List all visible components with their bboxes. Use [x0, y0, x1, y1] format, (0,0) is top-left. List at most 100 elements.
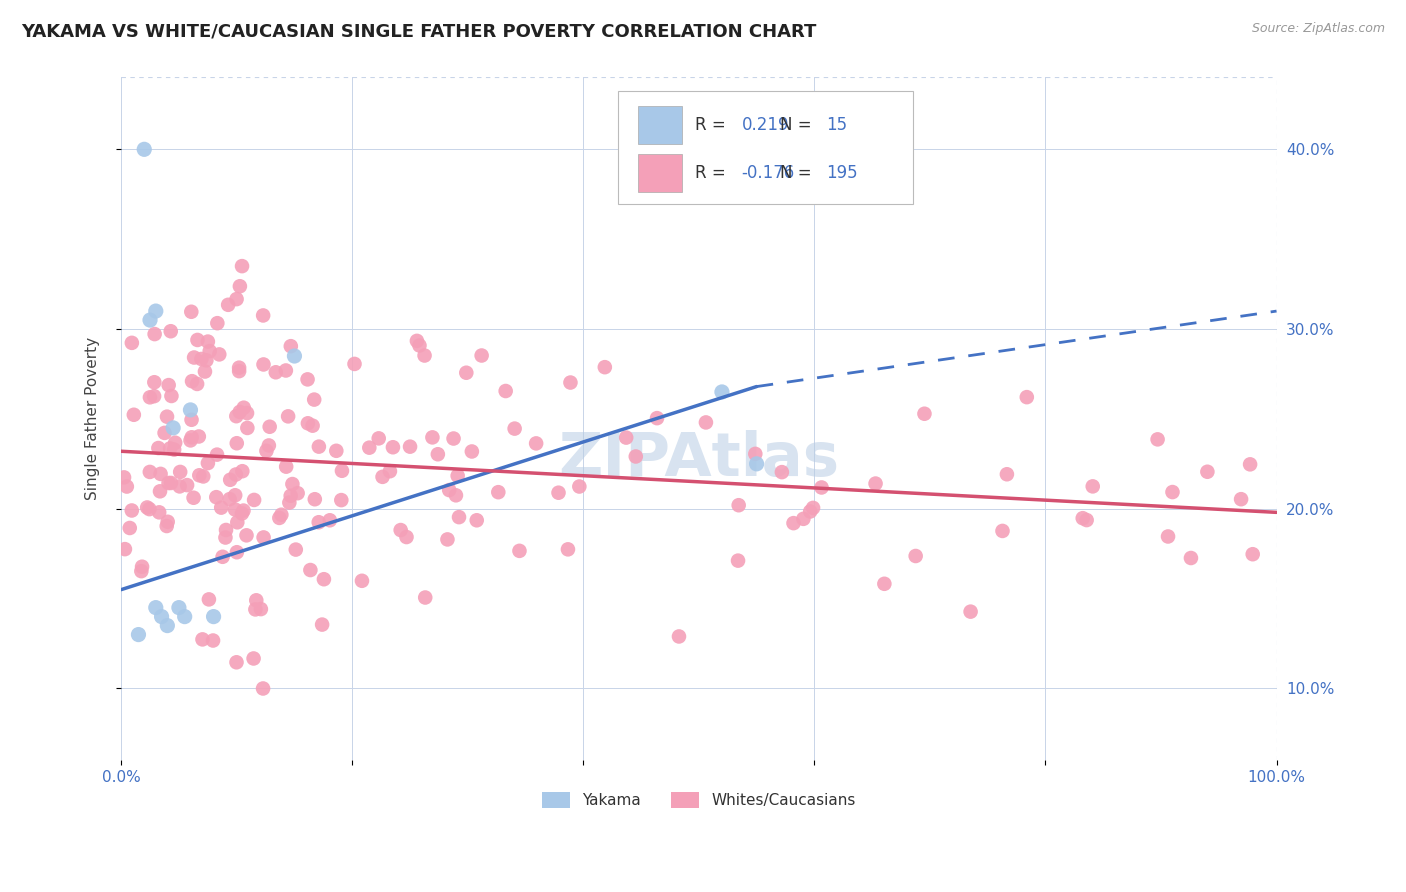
- Point: [236, 406, 259, 420]
- Point: [799, 504, 821, 518]
- Point: [198, 344, 221, 359]
- Point: [165, 435, 187, 450]
- Point: [229, 405, 252, 419]
- Point: [557, 542, 579, 557]
- Point: [121, 335, 143, 350]
- Point: [447, 468, 470, 483]
- Point: [143, 389, 166, 403]
- Point: [252, 531, 274, 545]
- Point: [280, 489, 302, 503]
- Point: [250, 602, 273, 616]
- Legend: Yakama, Whites/Caucasians: Yakama, Whites/Caucasians: [536, 786, 862, 814]
- Point: [232, 503, 254, 517]
- Y-axis label: Single Father Poverty: Single Father Poverty: [86, 337, 100, 500]
- Point: [426, 447, 449, 461]
- Point: [139, 313, 162, 327]
- Point: [395, 530, 418, 544]
- Point: [343, 357, 366, 371]
- Point: [301, 418, 323, 433]
- Point: [143, 376, 166, 390]
- Text: 15: 15: [825, 116, 846, 135]
- Point: [270, 508, 292, 522]
- Point: [188, 468, 211, 483]
- Point: [235, 528, 257, 542]
- Point: [710, 384, 733, 399]
- Point: [792, 512, 814, 526]
- Point: [163, 442, 186, 457]
- Point: [180, 413, 202, 427]
- Point: [243, 492, 266, 507]
- Point: [225, 467, 247, 482]
- Point: [245, 602, 267, 616]
- Point: [156, 618, 179, 632]
- Point: [1015, 390, 1038, 404]
- Point: [252, 309, 274, 323]
- Point: [122, 408, 145, 422]
- Point: [139, 465, 162, 479]
- Point: [252, 358, 274, 372]
- Point: [259, 419, 281, 434]
- Point: [444, 488, 467, 502]
- Point: [304, 492, 326, 507]
- Point: [359, 441, 381, 455]
- Point: [486, 485, 509, 500]
- Point: [225, 409, 247, 424]
- Point: [568, 479, 591, 493]
- Point: [225, 545, 247, 559]
- Point: [215, 523, 238, 537]
- Point: [257, 438, 280, 452]
- Point: [224, 502, 246, 516]
- Text: R =: R =: [696, 164, 731, 182]
- Point: [436, 533, 458, 547]
- Point: [148, 441, 170, 455]
- Point: [1180, 551, 1202, 566]
- Point: [745, 457, 768, 471]
- Point: [914, 407, 936, 421]
- Point: [312, 572, 335, 586]
- Point: [208, 347, 231, 361]
- Point: [167, 600, 190, 615]
- Point: [495, 384, 517, 398]
- Point: [330, 493, 353, 508]
- Point: [156, 409, 179, 424]
- Text: Source: ZipAtlas.com: Source: ZipAtlas.com: [1251, 22, 1385, 36]
- Point: [245, 593, 267, 607]
- Point: [782, 516, 804, 530]
- Point: [160, 389, 183, 403]
- Point: [503, 422, 526, 436]
- Point: [180, 305, 202, 319]
- Point: [149, 484, 172, 499]
- Point: [311, 617, 333, 632]
- Point: [281, 477, 304, 491]
- Text: 195: 195: [825, 164, 858, 182]
- Text: R =: R =: [696, 116, 731, 135]
- Point: [873, 576, 896, 591]
- Point: [209, 500, 232, 515]
- Point: [228, 360, 250, 375]
- Point: [995, 467, 1018, 482]
- Text: N =: N =: [780, 116, 817, 135]
- Point: [406, 334, 429, 348]
- Point: [645, 411, 668, 425]
- Point: [195, 353, 218, 368]
- Point: [231, 507, 253, 521]
- Point: [179, 403, 201, 417]
- Point: [413, 591, 436, 605]
- Point: [471, 349, 494, 363]
- Point: [186, 376, 208, 391]
- Point: [1076, 513, 1098, 527]
- Point: [186, 333, 208, 347]
- Point: [162, 421, 184, 435]
- Point: [330, 464, 353, 478]
- Point: [149, 467, 172, 481]
- FancyBboxPatch shape: [619, 91, 912, 203]
- Point: [219, 473, 242, 487]
- Point: [169, 465, 191, 479]
- Point: [190, 351, 212, 366]
- Point: [180, 434, 202, 448]
- Point: [252, 681, 274, 696]
- Point: [274, 363, 297, 377]
- Point: [668, 630, 690, 644]
- Point: [264, 365, 287, 379]
- Point: [408, 338, 430, 352]
